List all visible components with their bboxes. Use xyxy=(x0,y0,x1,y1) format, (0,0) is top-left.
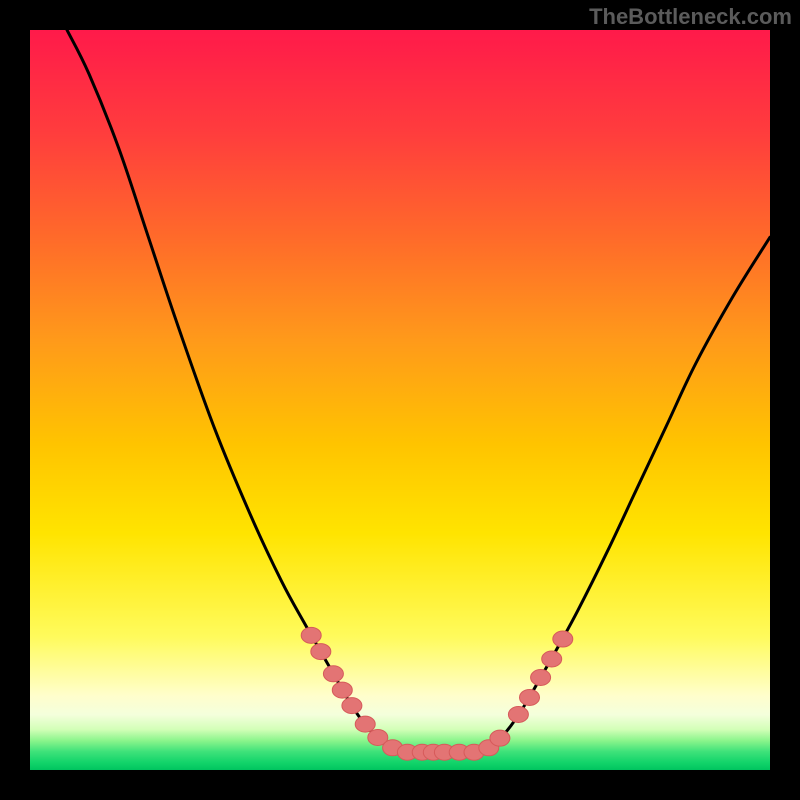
marker-dot xyxy=(508,707,528,723)
marker-dot xyxy=(355,716,375,732)
marker-dot xyxy=(332,682,352,698)
marker-dot xyxy=(323,666,343,682)
chart-plot xyxy=(30,30,770,770)
marker-dot xyxy=(542,651,562,667)
marker-dot xyxy=(531,670,551,686)
marker-dot xyxy=(301,627,321,643)
gradient-background xyxy=(30,30,770,770)
watermark-text: TheBottleneck.com xyxy=(589,4,792,30)
marker-dot xyxy=(311,644,331,660)
marker-dot xyxy=(490,730,510,746)
marker-dot xyxy=(520,689,540,705)
marker-dot xyxy=(553,631,573,647)
marker-dot xyxy=(342,698,362,714)
